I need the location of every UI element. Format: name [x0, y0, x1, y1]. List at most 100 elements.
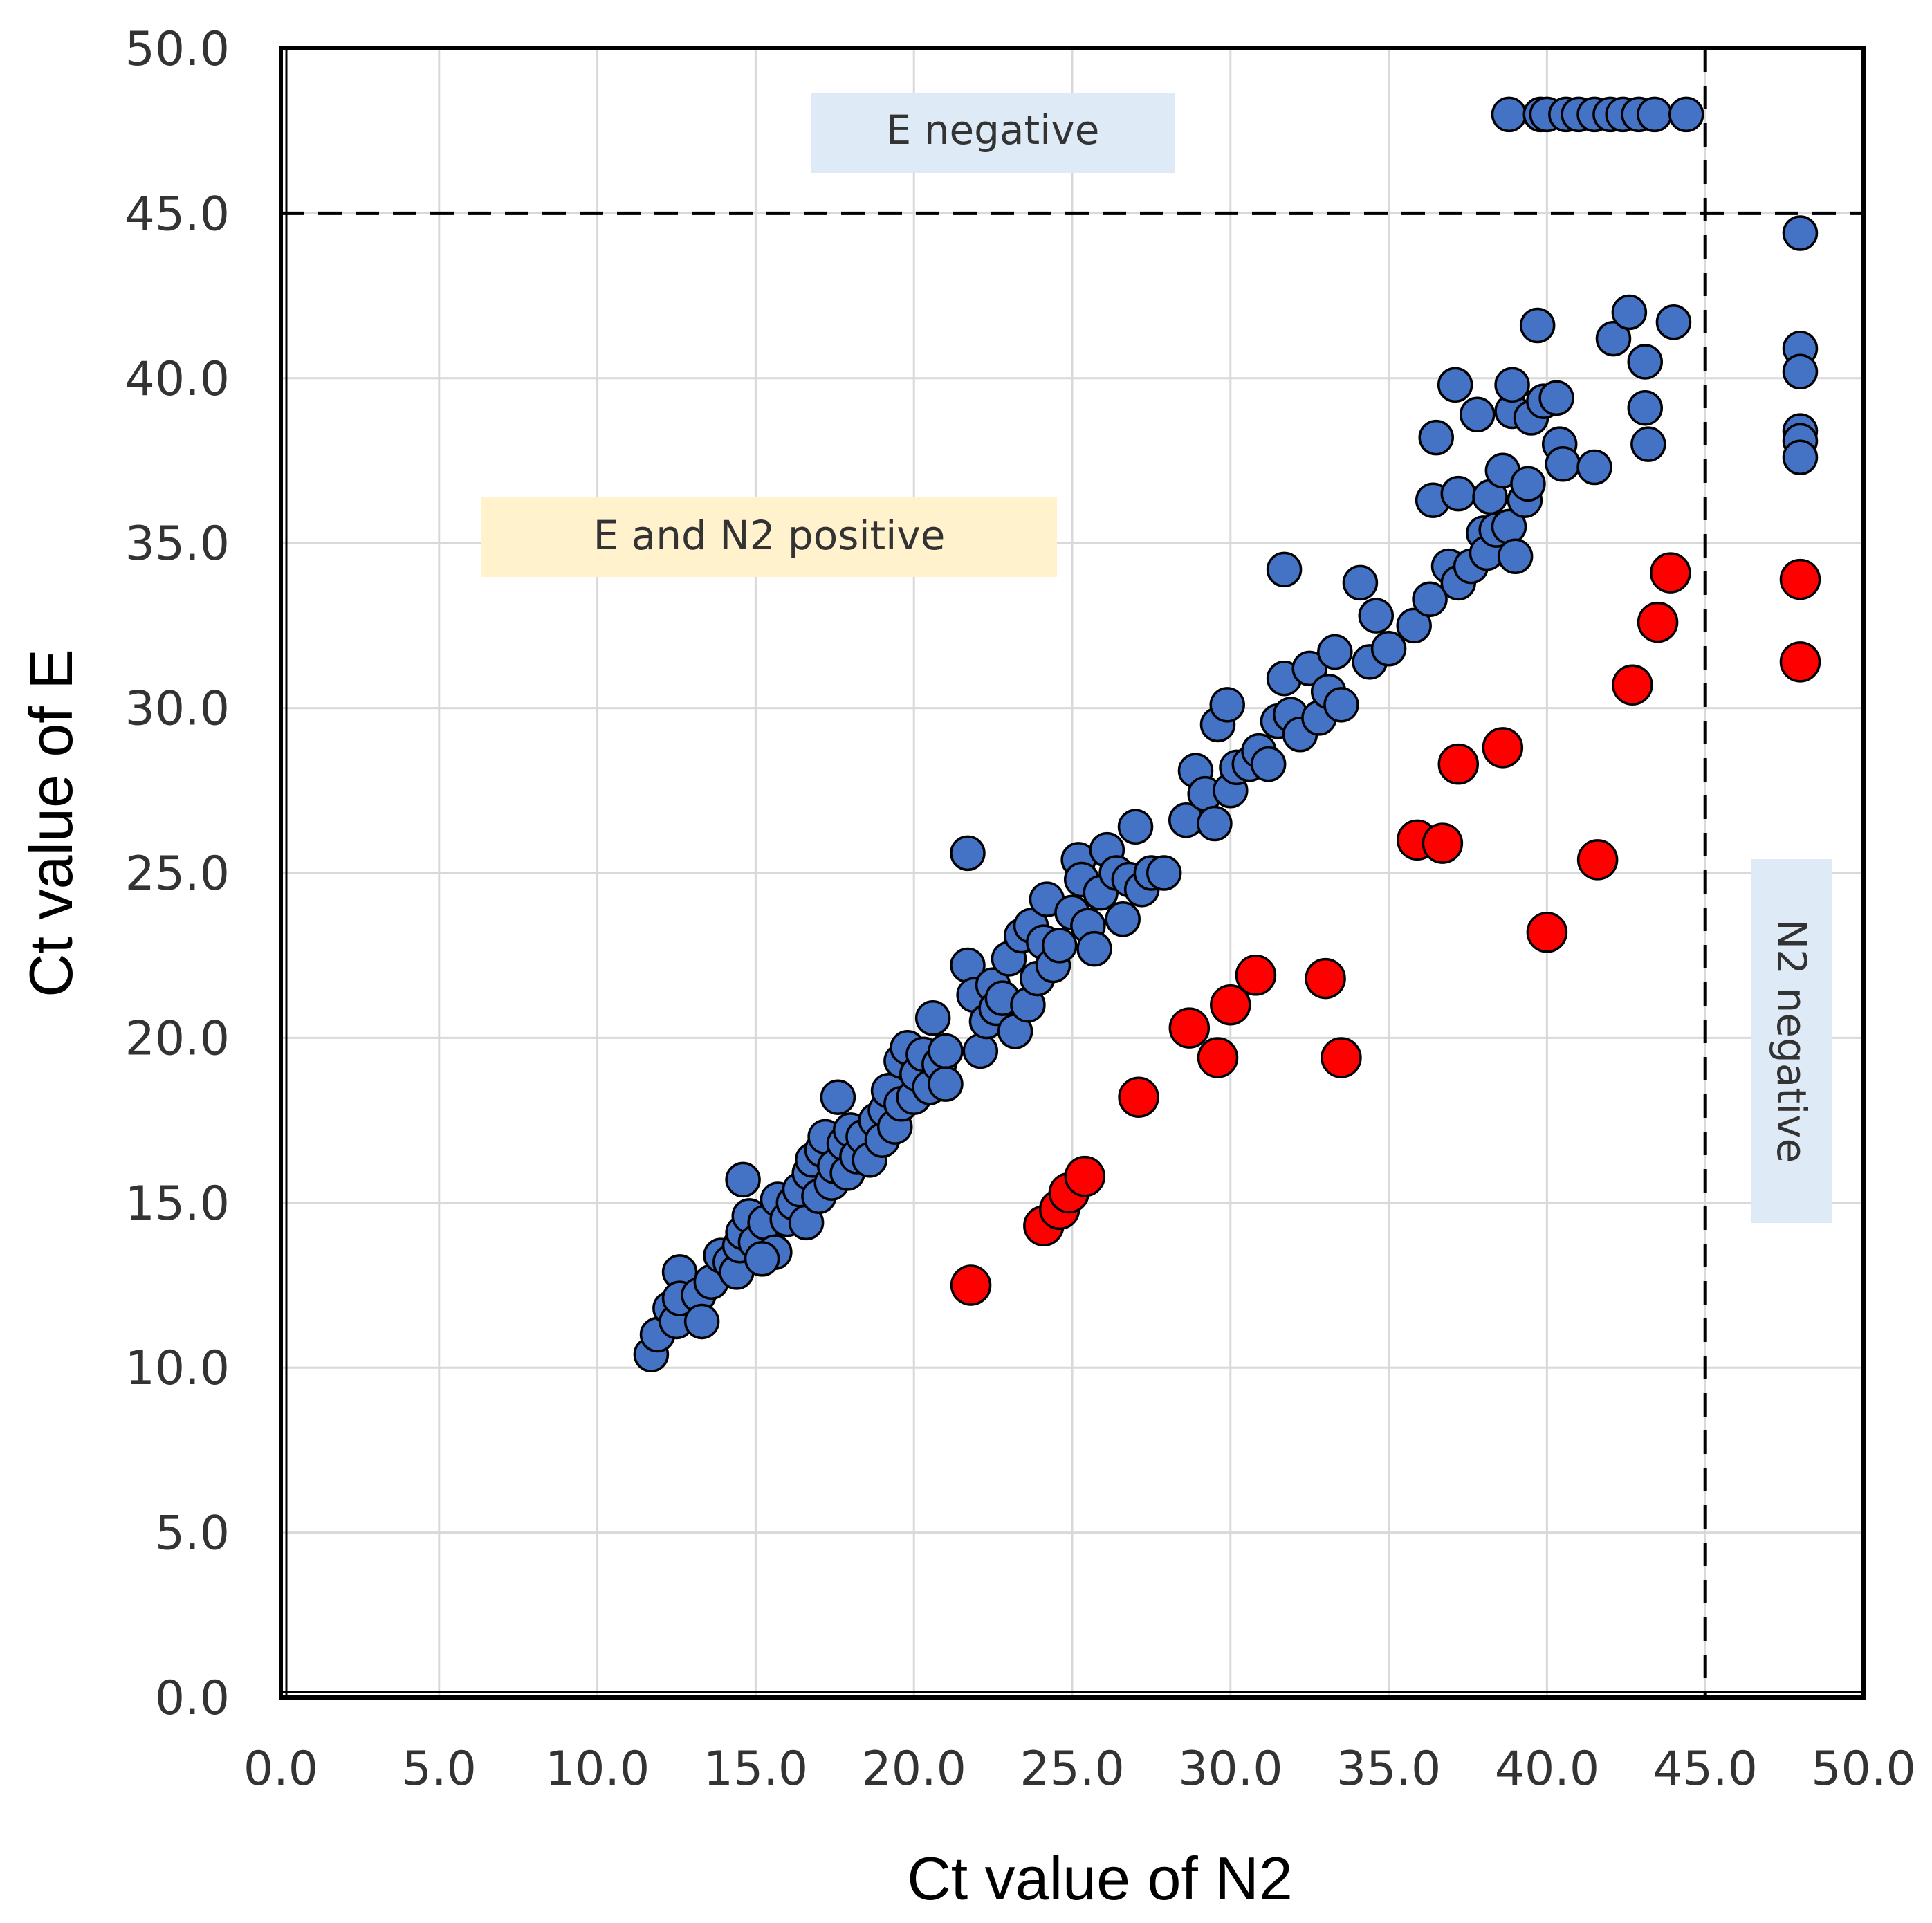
blue-point	[1323, 687, 1359, 723]
blue-point	[725, 1161, 761, 1198]
x-tick-label: 40.0	[1495, 1742, 1599, 1796]
x-tick-labels: 0.0 5.0 10.0 15.0 20.0 25.0 30.0 35.0 40.0 45.0 50…	[243, 1742, 1916, 1796]
blue-point	[1291, 650, 1327, 687]
red-point	[1321, 1037, 1362, 1078]
blue-point	[928, 1066, 964, 1102]
region-boxes: E negative E and N2 positive N2 negative	[481, 93, 1832, 1223]
blue-point	[820, 1079, 856, 1115]
blue-point	[1076, 930, 1112, 967]
blue-point	[1627, 344, 1664, 380]
y-tick-labels: 0.0 5.0 10.0 15.0 20.0 25.0 30.0 35.0 40.0 45.0 50…	[125, 22, 230, 1726]
y-tick-label: 25.0	[125, 847, 230, 901]
blue-point	[1437, 367, 1473, 403]
red-point	[1437, 743, 1480, 785]
blue-point	[1197, 805, 1233, 842]
x-tick-label: 15.0	[703, 1742, 808, 1796]
red-point	[1576, 839, 1619, 881]
blue-point	[1538, 380, 1574, 416]
red-point	[1637, 601, 1679, 643]
blue-point	[1459, 396, 1496, 432]
y-tick-label: 10.0	[125, 1341, 230, 1396]
blue-point	[1412, 581, 1448, 618]
red-point	[1422, 822, 1464, 864]
blue-point	[1418, 419, 1454, 456]
blue-point	[1440, 475, 1477, 512]
x-axis-title: Ct value of N2	[907, 1844, 1293, 1913]
x-tick-label: 10.0	[545, 1742, 650, 1796]
x-tick-label: 25.0	[1020, 1742, 1124, 1796]
blue-point	[1342, 564, 1379, 601]
blue-point	[1209, 687, 1245, 723]
x-tick-label: 30.0	[1178, 1742, 1282, 1796]
blue-point	[1146, 855, 1182, 891]
both-positive-box	[481, 497, 1057, 577]
blue-point	[1117, 809, 1154, 845]
e-negative-label: E negative	[886, 107, 1100, 154]
y-tick-label: 20.0	[125, 1011, 230, 1066]
blue-point	[1576, 449, 1612, 486]
red-point	[1235, 955, 1277, 996]
x-tick-label: 5.0	[402, 1742, 477, 1796]
blue-point	[1317, 634, 1353, 670]
blue-point	[1105, 901, 1141, 937]
red-point	[1482, 727, 1524, 769]
y-tick-label: 15.0	[125, 1177, 230, 1231]
red-point	[1779, 558, 1821, 600]
blue-point	[1595, 320, 1632, 357]
blue-point	[1655, 304, 1692, 340]
red-point	[1210, 984, 1251, 1026]
x-tick-label: 20.0	[861, 1742, 966, 1796]
both-positive-label: E and N2 positive	[594, 512, 946, 559]
blue-point	[1250, 746, 1287, 782]
x-tick-label: 50.0	[1811, 1742, 1915, 1796]
red-point	[1612, 664, 1653, 706]
blue-point	[1611, 294, 1648, 331]
red-point	[1197, 1037, 1239, 1078]
blue-point	[1266, 551, 1303, 588]
blue-point	[1519, 307, 1556, 344]
blue-point	[683, 1303, 720, 1340]
red-point	[1526, 912, 1568, 953]
blue-point	[914, 1000, 951, 1036]
y-tick-label: 40.0	[125, 352, 230, 407]
blue-point	[1370, 631, 1407, 667]
blue-point	[1782, 439, 1819, 475]
blue-point	[1545, 446, 1581, 482]
blue-point	[962, 1033, 999, 1069]
blue-point	[1491, 96, 1527, 133]
y-tick-label: 5.0	[155, 1507, 230, 1561]
y-tick-label: 50.0	[125, 22, 230, 77]
red-point	[1168, 1007, 1211, 1049]
n2-negative-box	[1751, 859, 1832, 1223]
plot-frame	[279, 46, 1866, 1700]
blue-point	[1358, 598, 1395, 634]
x-tick-label: 35.0	[1336, 1742, 1441, 1796]
plot-border	[279, 46, 1866, 1700]
y-tick-label: 0.0	[155, 1671, 230, 1726]
y-tick-label: 45.0	[125, 187, 230, 241]
n2-negative-label: N2 negative	[1768, 919, 1815, 1163]
y-tick-label: 35.0	[125, 517, 230, 571]
blue-point	[1782, 353, 1819, 390]
blue-point	[1510, 466, 1546, 502]
e-negative-box	[811, 93, 1175, 173]
red-point	[950, 1264, 992, 1306]
blue-point	[928, 1033, 964, 1069]
blue-point	[744, 1241, 780, 1277]
blue-point	[1494, 367, 1530, 403]
blue-point	[1630, 426, 1666, 462]
red-point	[1064, 1155, 1106, 1197]
data-points	[633, 96, 1821, 1372]
blue-point	[950, 835, 986, 872]
blue-point	[1497, 538, 1534, 575]
y-axis-title: Ct value of E	[17, 649, 85, 997]
x-tick-label: 0.0	[243, 1742, 318, 1796]
y-tick-label: 30.0	[125, 682, 230, 737]
cutoff-lines	[281, 48, 1864, 1697]
blue-point	[1396, 607, 1432, 644]
blue-point	[1627, 389, 1664, 426]
blue-point	[1637, 96, 1673, 133]
blue-point	[1782, 215, 1819, 251]
red-point	[1118, 1076, 1159, 1118]
